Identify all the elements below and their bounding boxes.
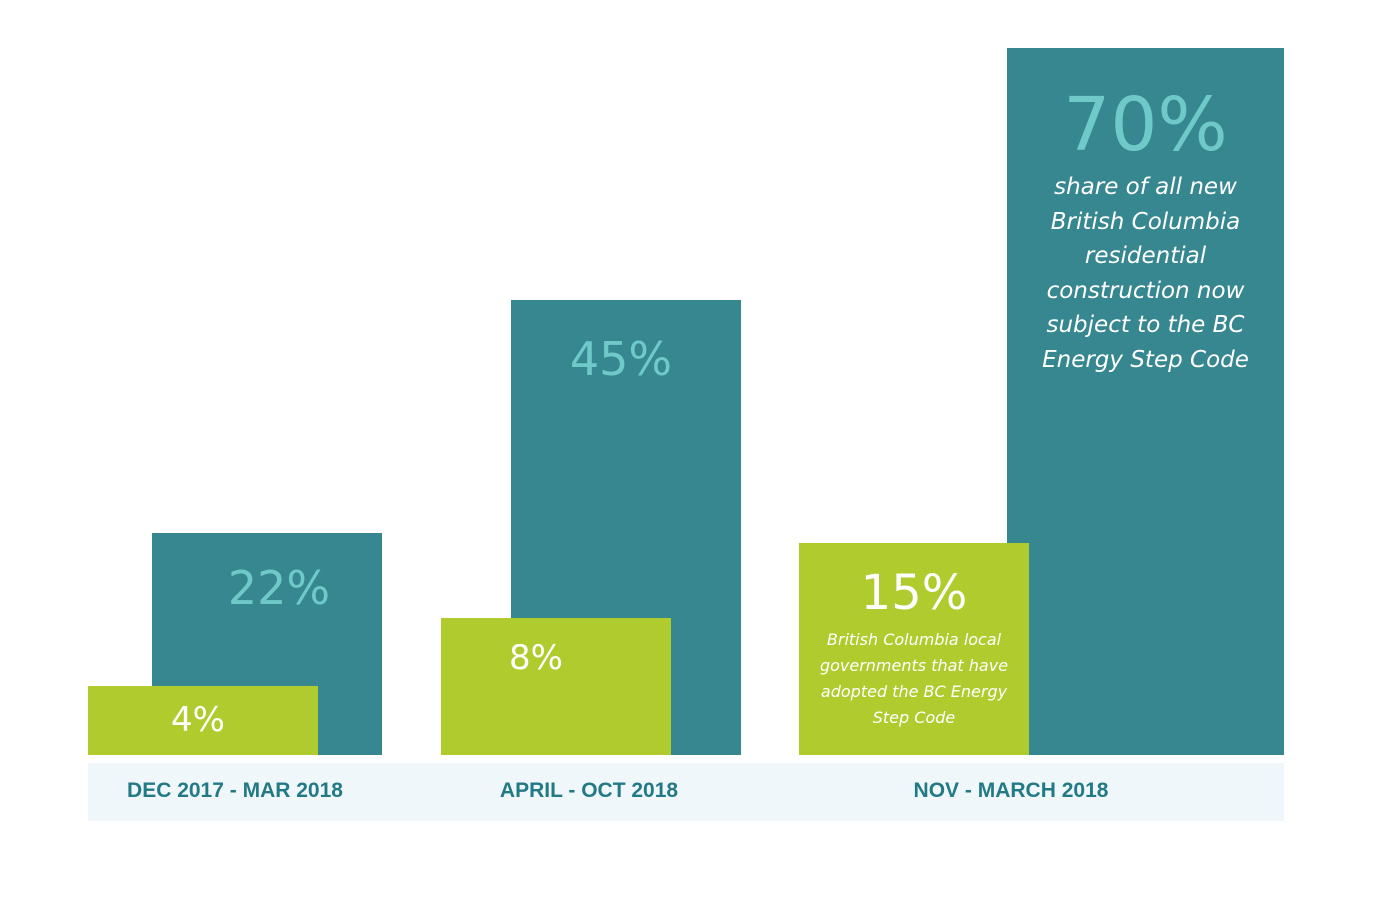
- logo-green-blade: [1188, 578, 1228, 748]
- logo-orange-blade: [1068, 588, 1228, 748]
- bar-value-label: 8%: [509, 638, 563, 678]
- bar-green-nov-march-2018: 15% British Columbia local governments t…: [799, 543, 1029, 755]
- logo-grey-blade: [1076, 728, 1228, 748]
- x-axis-tick-label: DEC 2017 - MAR 2018: [127, 779, 343, 802]
- logo-dark-wedge: [1228, 658, 1284, 748]
- logo-yellow-blade: [1066, 668, 1228, 748]
- bar-teal-nov-march-2018: 70% share of all new British Columbia re…: [1007, 48, 1284, 755]
- logo-cyan-blade: [1156, 490, 1228, 748]
- bar-value-label: 15%: [860, 565, 968, 621]
- bar-value-label: 45%: [569, 332, 673, 386]
- logo-lightgreen-blade: [1098, 543, 1228, 748]
- bar-value-label: 70%: [1063, 82, 1228, 168]
- bar-value-label: 22%: [227, 561, 331, 615]
- annotation-residential-share: share of all new British Columbia reside…: [1042, 174, 1249, 373]
- bar-value-label: 4%: [171, 700, 225, 740]
- x-axis-band: [88, 763, 1284, 821]
- x-axis-tick-label: NOV - MARCH 2018: [913, 779, 1109, 802]
- logo-darker-wedge: [1228, 688, 1284, 748]
- bar-green-april-oct-2018: 8%: [441, 618, 671, 755]
- logo-teal-block: [1228, 486, 1284, 748]
- bar-green-dec-2017-mar-2018: 4%: [88, 686, 318, 755]
- bc-energy-step-code-fan-logo-icon: [1060, 480, 1284, 755]
- annotation-local-governments: British Columbia local governments that …: [819, 630, 1009, 727]
- x-axis-tick-label: APRIL - OCT 2018: [499, 779, 679, 802]
